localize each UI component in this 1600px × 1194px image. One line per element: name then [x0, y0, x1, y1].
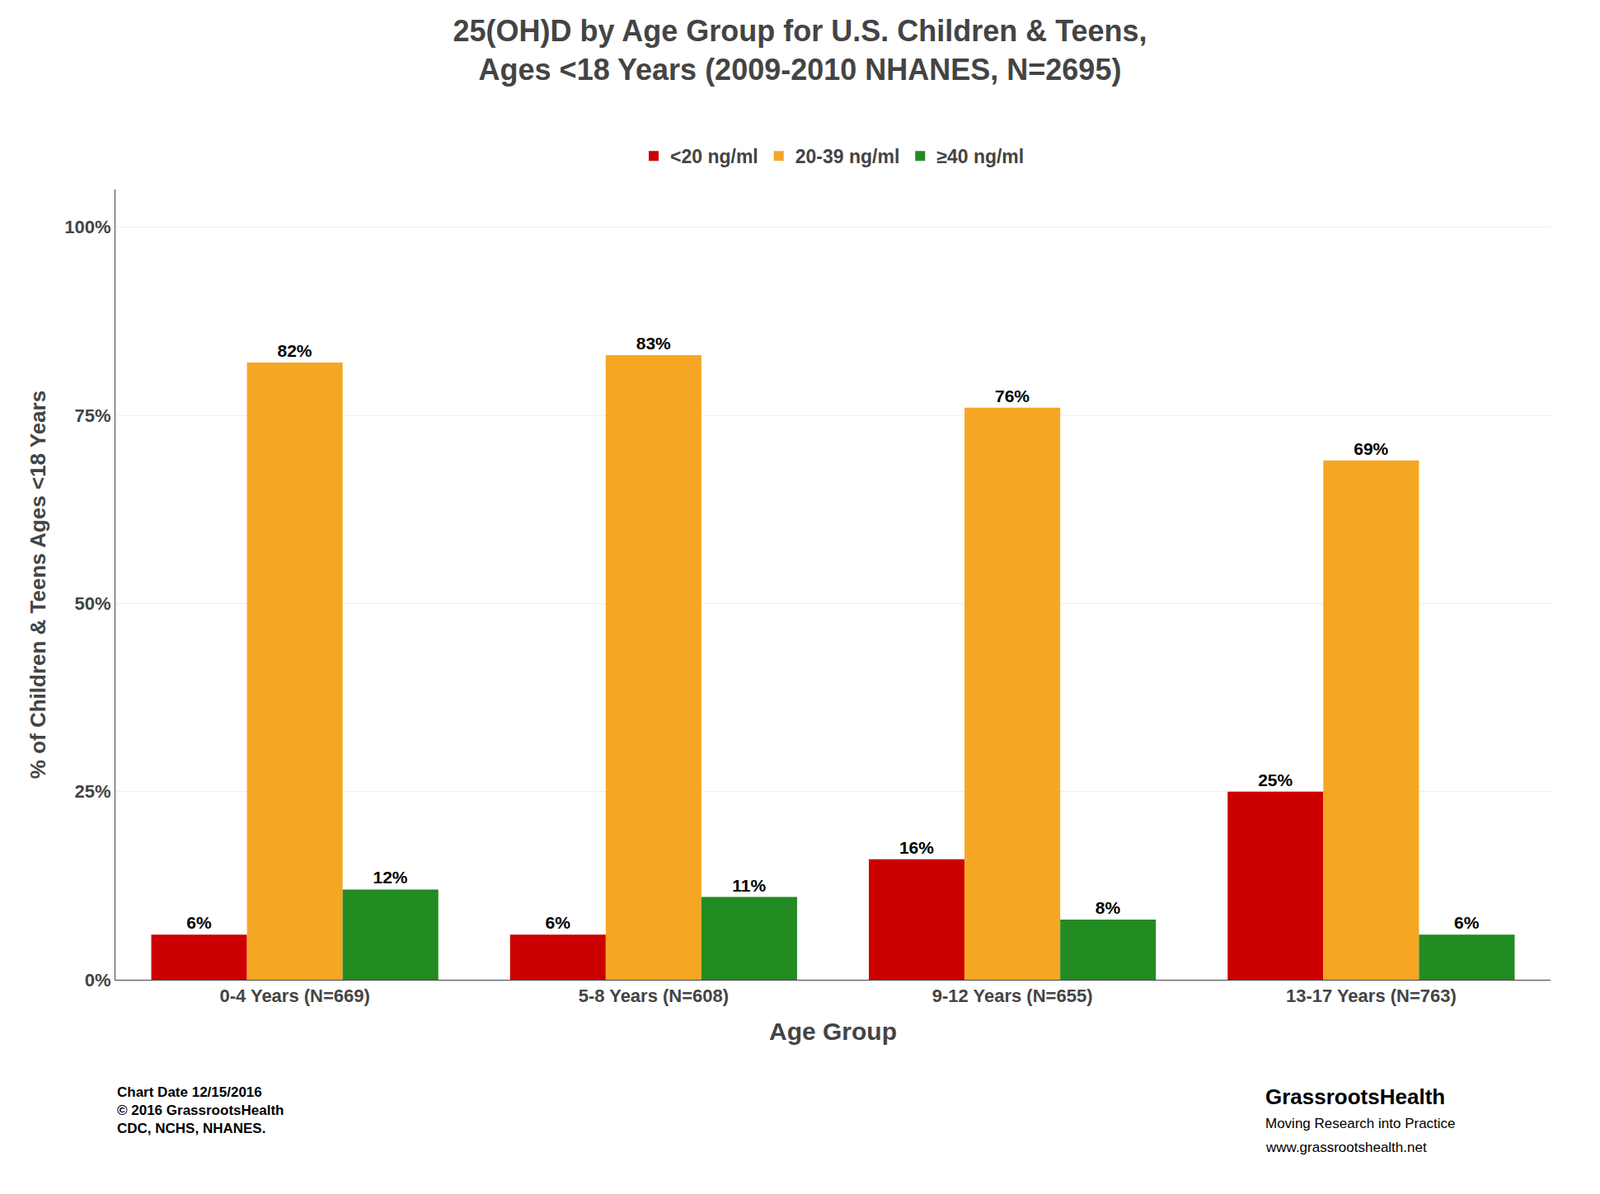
svg-text:% of Children & Teens Ages <18: % of Children & Teens Ages <18 Years: [25, 390, 51, 779]
svg-text:6%: 6%: [1454, 913, 1480, 933]
svg-text:GrassrootsHealth: GrassrootsHealth: [1265, 1084, 1446, 1110]
svg-text:8%: 8%: [1095, 898, 1122, 918]
svg-text:6%: 6%: [544, 913, 571, 933]
svg-text:25(OH)D by Age Group for U.S.: 25(OH)D by Age Group for U.S. Children &…: [452, 14, 1147, 87]
svg-text:Chart Date 12/15/2016© 2016 Gr: Chart Date 12/15/2016© 2016 GrassrootsHe…: [117, 1084, 284, 1137]
svg-text:<20 ng/ml: <20 ng/ml: [670, 145, 759, 168]
svg-text:82%: 82%: [276, 341, 312, 361]
svg-text:75%: 75%: [75, 405, 112, 427]
svg-text:≥40 ng/ml: ≥40 ng/ml: [936, 145, 1024, 168]
svg-text:83%: 83%: [636, 333, 671, 353]
svg-text:100%: 100%: [64, 216, 111, 238]
svg-text:5-8 Years (N=608): 5-8 Years (N=608): [578, 985, 729, 1007]
svg-text:11%: 11%: [731, 876, 766, 896]
svg-text:16%: 16%: [899, 838, 934, 858]
svg-text:76%: 76%: [994, 386, 1030, 406]
svg-text:13-17 Years (N=763): 13-17 Years (N=763): [1285, 985, 1457, 1007]
svg-text:Moving Research into Practice: Moving Research into Practice: [1265, 1116, 1456, 1132]
svg-text:0-4 Years (N=669): 0-4 Years (N=669): [219, 985, 370, 1007]
svg-text:0%: 0%: [84, 970, 112, 991]
svg-text:9-12 Years (N=655): 9-12 Years (N=655): [932, 985, 1094, 1007]
svg-text:www.grassrootshealth.net: www.grassrootshealth.net: [1265, 1140, 1427, 1156]
svg-text:12%: 12%: [373, 868, 409, 887]
svg-text:Age Group: Age Group: [769, 1018, 897, 1046]
svg-text:25%: 25%: [1257, 770, 1293, 790]
svg-text:25%: 25%: [75, 781, 112, 803]
svg-text:20-39 ng/ml: 20-39 ng/ml: [795, 145, 901, 168]
svg-text:69%: 69%: [1353, 439, 1389, 459]
svg-text:50%: 50%: [75, 593, 112, 615]
svg-text:6%: 6%: [186, 913, 212, 933]
